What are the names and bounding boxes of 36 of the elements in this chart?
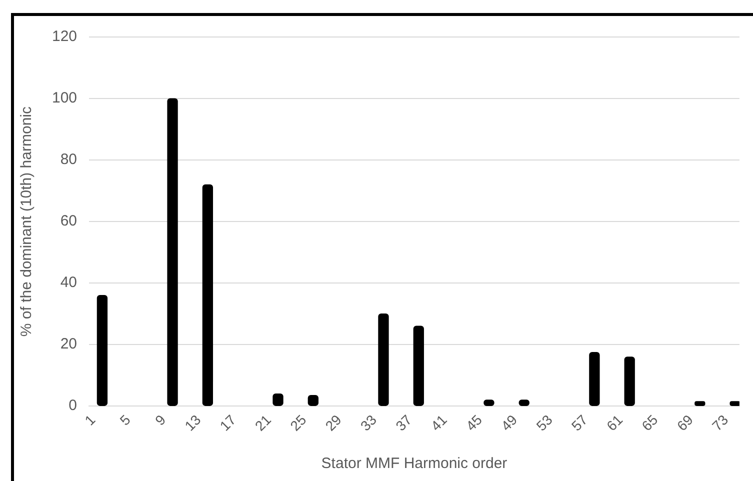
- x-tick-label: 1: [81, 411, 98, 428]
- x-tick-label: 29: [322, 411, 345, 434]
- x-tick-label: 33: [357, 411, 380, 434]
- x-tick-label: 41: [428, 411, 450, 434]
- x-tick-label: 9: [152, 411, 169, 428]
- x-tick-label: 21: [252, 411, 274, 434]
- x-axis-title: Stator MMF Harmonic order: [321, 455, 508, 472]
- x-tick-label: 37: [392, 411, 415, 434]
- y-tick-label: 120: [52, 28, 78, 46]
- y-tick-label: 0: [68, 397, 78, 414]
- x-tick-label: 53: [533, 411, 556, 434]
- x-tick-label: 13: [181, 411, 204, 434]
- bar: [378, 314, 389, 406]
- y-axis-title: % of the dominant (10th) harmonic: [18, 106, 36, 337]
- bar: [413, 326, 424, 406]
- x-tick-label: 73: [708, 411, 732, 434]
- x-tick-label: 65: [638, 411, 661, 434]
- bar: [624, 356, 635, 406]
- x-tick-label: 49: [498, 411, 520, 434]
- bar: [167, 98, 178, 406]
- bar: [272, 393, 284, 406]
- x-tick-label: 25: [286, 411, 310, 434]
- bar: [96, 295, 108, 406]
- y-tick-label: 20: [60, 336, 78, 353]
- x-tick-label: 5: [116, 411, 134, 428]
- y-tick-label: 40: [60, 274, 78, 292]
- x-tick-label: 69: [674, 411, 696, 434]
- y-tick-label: 80: [60, 151, 78, 168]
- bar: [202, 184, 214, 406]
- x-tick-label: 17: [216, 411, 240, 434]
- y-tick-label: 100: [52, 90, 78, 107]
- x-tick-label: 45: [462, 411, 486, 434]
- y-tick-label: 60: [60, 212, 78, 230]
- x-tick-label: 61: [603, 411, 626, 434]
- bar: [589, 352, 600, 406]
- x-tick-label: 57: [568, 411, 591, 434]
